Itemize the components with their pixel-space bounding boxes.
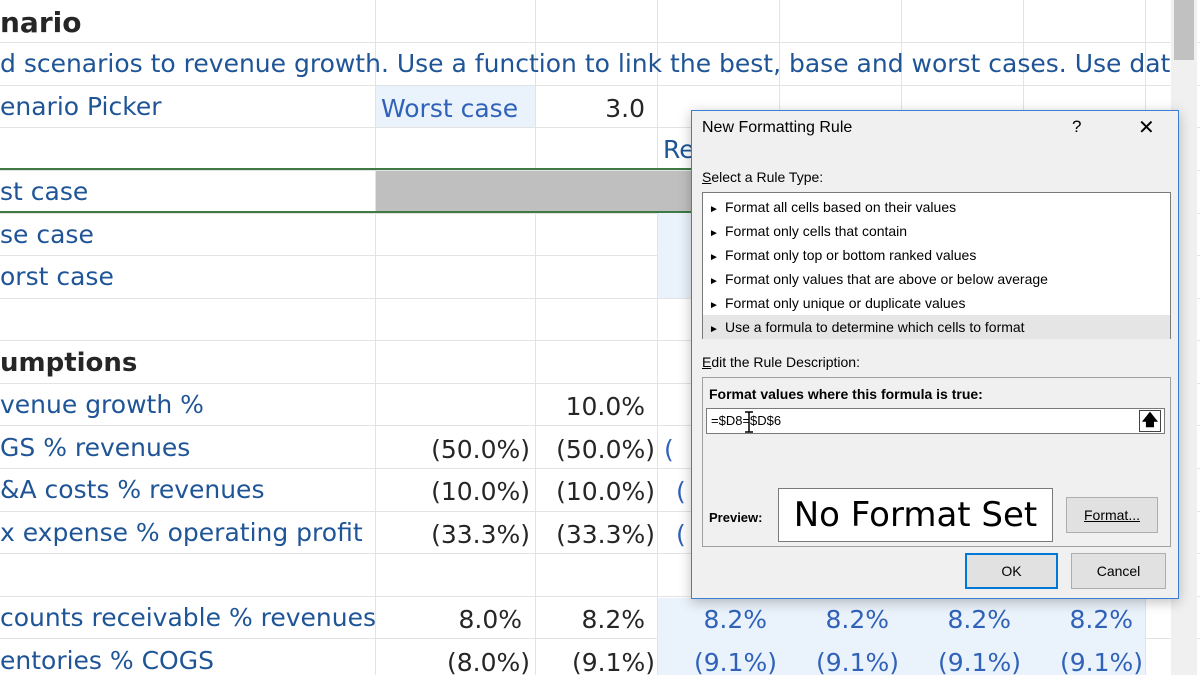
rule-description-panel: Format values where this formula is true… bbox=[702, 377, 1171, 547]
row-divider bbox=[0, 383, 1200, 384]
rule-type-item[interactable]: ► Format only unique or duplicate values bbox=[703, 291, 1170, 315]
row-divider bbox=[0, 340, 1200, 341]
cell-inv-g: (9.1%) bbox=[937, 648, 1021, 675]
forecast-input-cells bbox=[658, 598, 1145, 675]
best-case-top-border bbox=[0, 168, 698, 170]
row-label-base-case: se case bbox=[0, 220, 94, 249]
cell-inv-h: (9.1%) bbox=[1059, 648, 1143, 675]
cell-ar-d: 8.2% bbox=[581, 605, 645, 634]
edit-rule-description-label: Edit the Rule Description: bbox=[702, 354, 860, 370]
row-divider bbox=[0, 85, 1200, 86]
text-cursor-icon bbox=[745, 411, 753, 433]
arrow-right-icon: ► bbox=[709, 252, 719, 263]
rule-type-list[interactable]: ► Format all cells based on their values … bbox=[702, 192, 1171, 339]
row-label-tax: x expense % operating profit bbox=[0, 518, 363, 547]
partial-header: Re bbox=[663, 135, 695, 164]
row-label-cogs: GS % revenues bbox=[0, 433, 191, 462]
picker-input-cell[interactable] bbox=[376, 86, 535, 127]
format-button[interactable]: Format... bbox=[1066, 497, 1158, 533]
best-case-bottom-border bbox=[0, 211, 698, 213]
cell-sga-c: (10.0%) bbox=[431, 477, 530, 506]
rule-type-label: Format only top or bottom ranked values bbox=[725, 247, 977, 263]
sheet-description: d scenarios to revenue growth. Use a fun… bbox=[0, 49, 1186, 78]
row-label-accounts-receivable: counts receivable % revenues bbox=[0, 603, 377, 632]
rule-type-item[interactable]: ► Format only cells that contain bbox=[703, 219, 1170, 243]
row-divider bbox=[0, 468, 1200, 469]
row-divider bbox=[0, 638, 1200, 639]
collapse-dialog-button[interactable]: 🡅 bbox=[1139, 410, 1161, 432]
cell-inv-c: (8.0%) bbox=[446, 648, 530, 675]
arrow-right-icon: ► bbox=[709, 300, 719, 311]
cell-cogs-e: ( bbox=[664, 435, 674, 464]
row-divider bbox=[0, 596, 1200, 597]
cell-tax-d: (33.3%) bbox=[556, 520, 655, 549]
row-label-revenue-growth: venue growth % bbox=[0, 390, 204, 419]
formula-value: =$D8=$D$6 bbox=[711, 413, 782, 428]
row-divider bbox=[0, 511, 1200, 512]
arrow-up-icon: 🡅 bbox=[1141, 412, 1159, 429]
column-divider bbox=[535, 0, 536, 675]
cell-tax-e: ( bbox=[676, 520, 686, 549]
scenario-picker-label: enario Picker bbox=[0, 92, 162, 121]
scenario-picker-value[interactable]: Worst case bbox=[381, 94, 519, 123]
arrow-right-icon: ► bbox=[709, 324, 719, 335]
preview-label: Preview: bbox=[709, 510, 763, 525]
cell-revenue-growth: 10.0% bbox=[565, 392, 645, 421]
row-divider bbox=[0, 425, 1200, 426]
row-divider bbox=[0, 298, 1200, 299]
formula-input[interactable]: =$D8=$D$6 🡅 bbox=[706, 408, 1165, 434]
row-divider bbox=[0, 553, 1200, 554]
row-label-worst-case: orst case bbox=[0, 262, 114, 291]
formula-label: Format values where this formula is true… bbox=[709, 386, 983, 402]
cell-cogs-c: (50.0%) bbox=[431, 435, 530, 464]
cell-ar-c: 8.0% bbox=[458, 605, 522, 634]
row-divider bbox=[0, 213, 1200, 214]
new-formatting-rule-dialog: New Formatting Rule ? ✕ Select a Rule Ty… bbox=[691, 110, 1179, 599]
cell-inv-d: (9.1%) bbox=[571, 648, 655, 675]
row-label-best-case: st case bbox=[0, 177, 89, 206]
highlighted-best-case-cells bbox=[376, 171, 698, 212]
arrow-right-icon: ► bbox=[709, 276, 719, 287]
rule-type-label: Format only cells that contain bbox=[725, 223, 908, 239]
rule-type-item[interactable]: ► Format only top or bottom ranked values bbox=[703, 243, 1170, 267]
cell-inv-f: (9.1%) bbox=[815, 648, 899, 675]
close-icon[interactable]: ✕ bbox=[1138, 117, 1155, 139]
cell-ar-h: 8.2% bbox=[1069, 605, 1133, 634]
dialog-title: New Formatting Rule bbox=[702, 119, 853, 136]
row-divider bbox=[0, 42, 1200, 43]
cell-ar-f: 8.2% bbox=[825, 605, 889, 634]
select-rule-type-label: Select a Rule Type: bbox=[702, 169, 824, 185]
rule-type-label: Format only values that are above or bel… bbox=[725, 271, 1048, 287]
assumptions-heading: umptions bbox=[0, 348, 138, 378]
scenario-picker-number: 3.0 bbox=[605, 94, 645, 123]
rule-type-label: Format all cells based on their values bbox=[725, 199, 957, 215]
cell-inv-e: (9.1%) bbox=[693, 648, 777, 675]
column-divider bbox=[375, 0, 376, 675]
preview-box: No Format Set bbox=[778, 488, 1053, 542]
scrollbar-thumb[interactable] bbox=[1174, 0, 1194, 60]
rule-type-label: Format only unique or duplicate values bbox=[725, 295, 966, 311]
rule-type-item-selected[interactable]: ► Use a formula to determine which cells … bbox=[703, 315, 1170, 339]
rule-type-item[interactable]: ► Format only values that are above or be… bbox=[703, 267, 1170, 291]
ok-button[interactable]: OK bbox=[965, 553, 1058, 589]
cell-sga-e: ( bbox=[676, 477, 686, 506]
help-button[interactable]: ? bbox=[1072, 117, 1082, 136]
column-divider bbox=[657, 0, 658, 675]
cell-ar-g: 8.2% bbox=[947, 605, 1011, 634]
cell-ar-e: 8.2% bbox=[703, 605, 767, 634]
row-divider bbox=[0, 127, 1200, 128]
cell-sga-d: (10.0%) bbox=[556, 477, 655, 506]
cell-tax-c: (33.3%) bbox=[431, 520, 530, 549]
cell-cogs-d: (50.0%) bbox=[556, 435, 655, 464]
row-label-inventories: entories % COGS bbox=[0, 646, 214, 675]
rule-type-item[interactable]: ► Format all cells based on their values bbox=[703, 195, 1170, 219]
row-divider bbox=[0, 255, 1200, 256]
sheet-title: nario bbox=[0, 6, 82, 39]
arrow-right-icon: ► bbox=[709, 228, 719, 239]
row-label-sga: &A costs % revenues bbox=[0, 475, 265, 504]
rule-type-label: Use a formula to determine which cells t… bbox=[725, 319, 1025, 335]
cancel-button[interactable]: Cancel bbox=[1071, 553, 1166, 589]
row-divider bbox=[0, 170, 1200, 171]
arrow-right-icon: ► bbox=[709, 204, 719, 215]
